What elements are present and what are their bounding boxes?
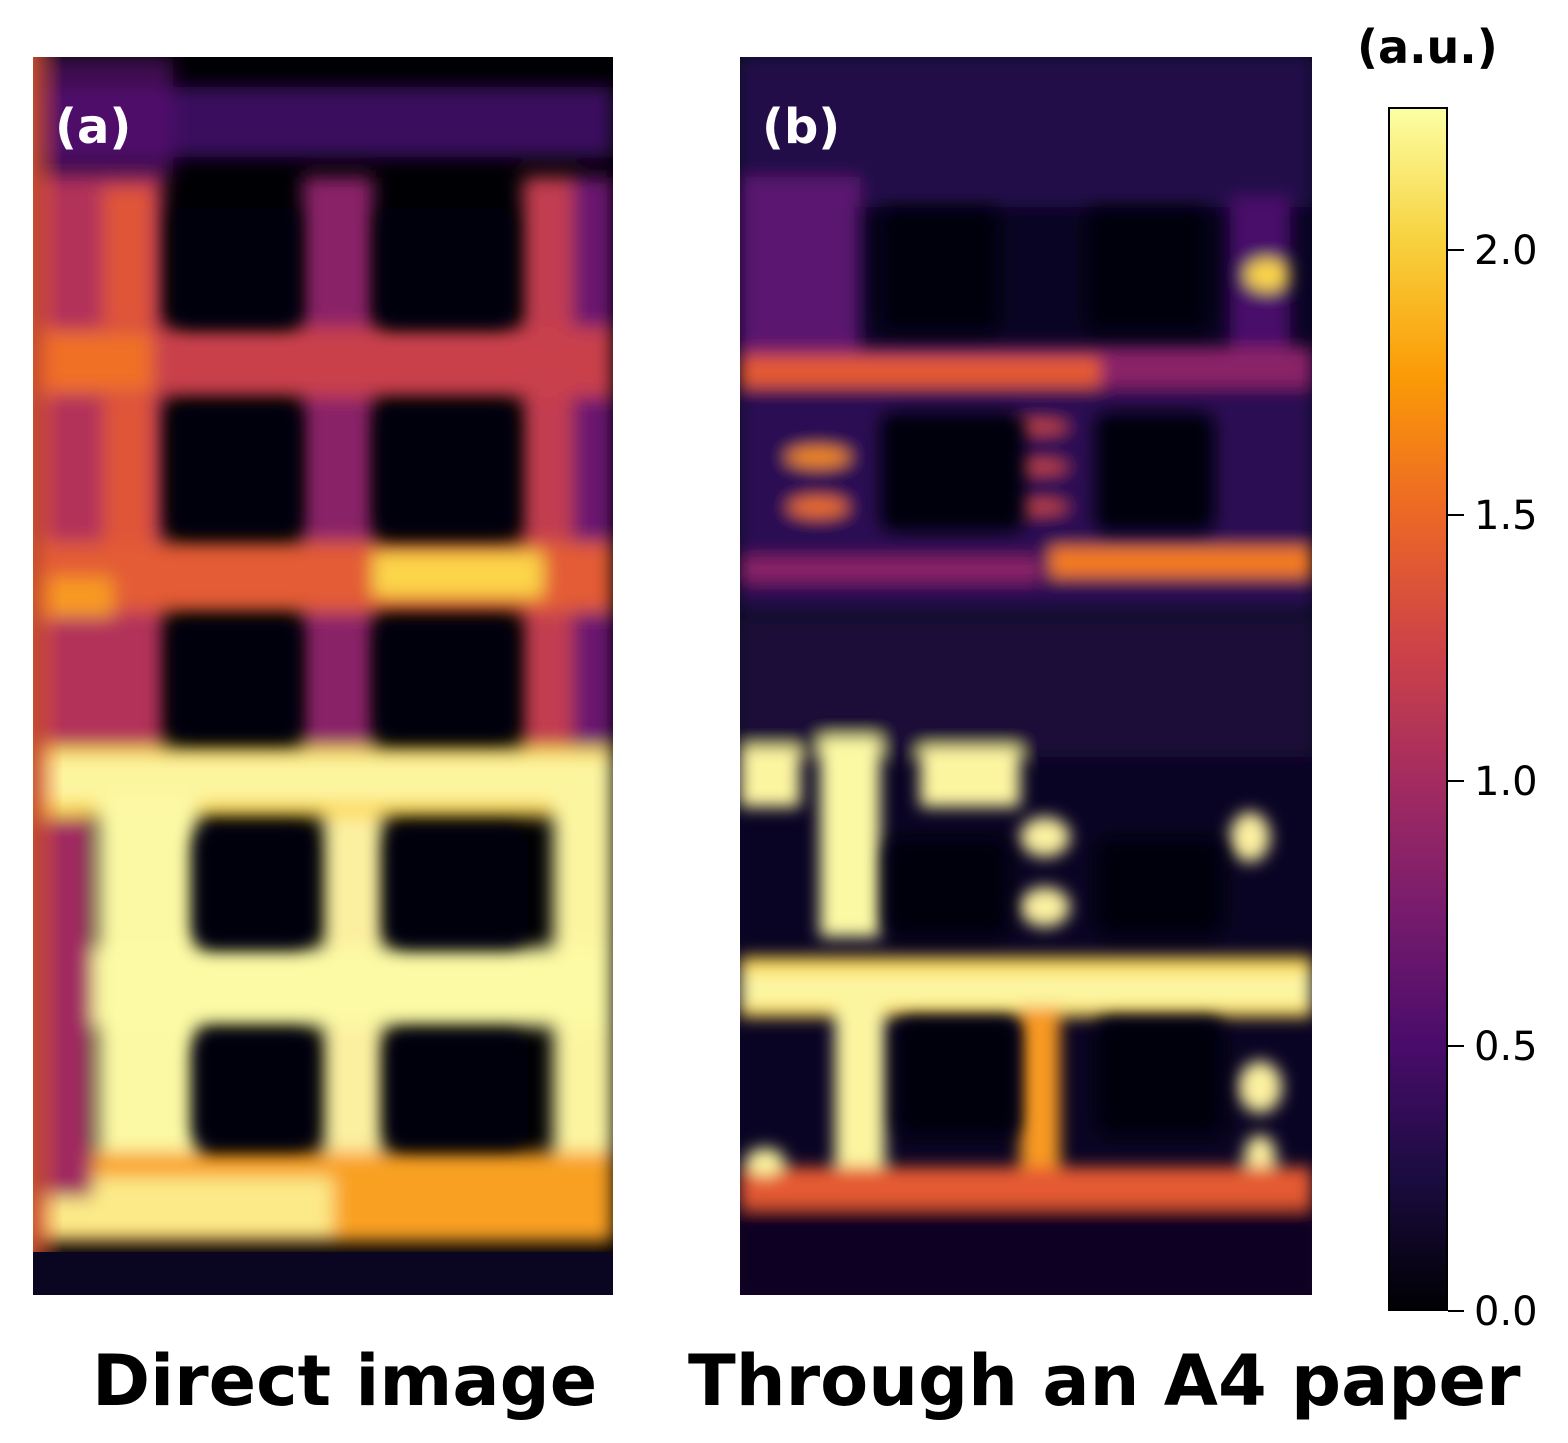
caption-through-a4-paper: Through an A4 paper (688, 1340, 1521, 1422)
colorbar-tick-label: 1.0 (1474, 758, 1538, 805)
colorbar-tick-label: 1.5 (1474, 493, 1538, 540)
colorbar-tick-mark (1448, 249, 1464, 252)
panel-label-b: (b) (762, 99, 841, 155)
colorbar-tick-label: 0.0 (1474, 1289, 1538, 1335)
heatmap-panel-b: (b) (740, 57, 1312, 1295)
colorbar-unit-label: (a.u.) (1357, 20, 1498, 74)
panel-label-a: (a) (55, 99, 132, 155)
heatmap-panel-a: (a) (33, 57, 613, 1295)
colorbar-tick-label: 2.0 (1474, 228, 1538, 275)
colorbar-tick-mark (1448, 1044, 1464, 1047)
colorbar-tick-mark (1448, 1310, 1464, 1312)
colorbar (1388, 107, 1448, 1311)
colorbar-tick-mark (1448, 514, 1464, 517)
thermal-image-direct (33, 57, 613, 1295)
caption-direct-image: Direct image (92, 1340, 598, 1422)
colorbar-tick-mark (1448, 779, 1464, 782)
colorbar-tick-label: 0.5 (1474, 1023, 1538, 1070)
thermal-image-through-paper (740, 57, 1312, 1295)
